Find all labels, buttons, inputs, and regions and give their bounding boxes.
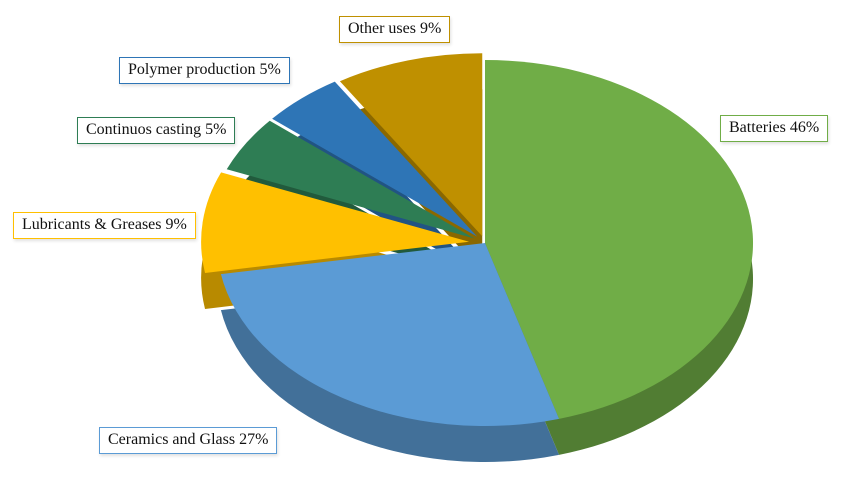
slice-label-continuos-casting: Continuos casting 5% (77, 117, 236, 144)
slice-label-polymer-production: Polymer production 5% (119, 57, 290, 84)
slice-label-batteries: Batteries 46% (720, 115, 829, 142)
slice-label-lubricants-greases: Lubricants & Greases 9% (13, 212, 196, 239)
pie-slice-5-top (339, 53, 483, 237)
pie-slice-1-top (220, 243, 560, 427)
pie-slice-2-top (201, 172, 470, 273)
slice-label-text: Batteries 46% (729, 119, 820, 136)
slice-label-text: Continuos casting 5% (86, 121, 227, 138)
slice-label-text: Other uses 9% (348, 20, 442, 37)
slice-label-text: Ceramics and Glass 27% (108, 431, 269, 448)
slice-label-text: Lubricants & Greases 9% (22, 216, 187, 233)
slice-label-ceramics-glass: Ceramics and Glass 27% (99, 427, 278, 454)
slice-label-text: Polymer production 5% (128, 61, 281, 78)
pie-slice-0-top (485, 59, 754, 419)
pie-slice-3-top (226, 120, 475, 239)
pie-slice-4-top (272, 81, 478, 237)
slice-label-other-uses: Other uses 9% (339, 16, 451, 43)
